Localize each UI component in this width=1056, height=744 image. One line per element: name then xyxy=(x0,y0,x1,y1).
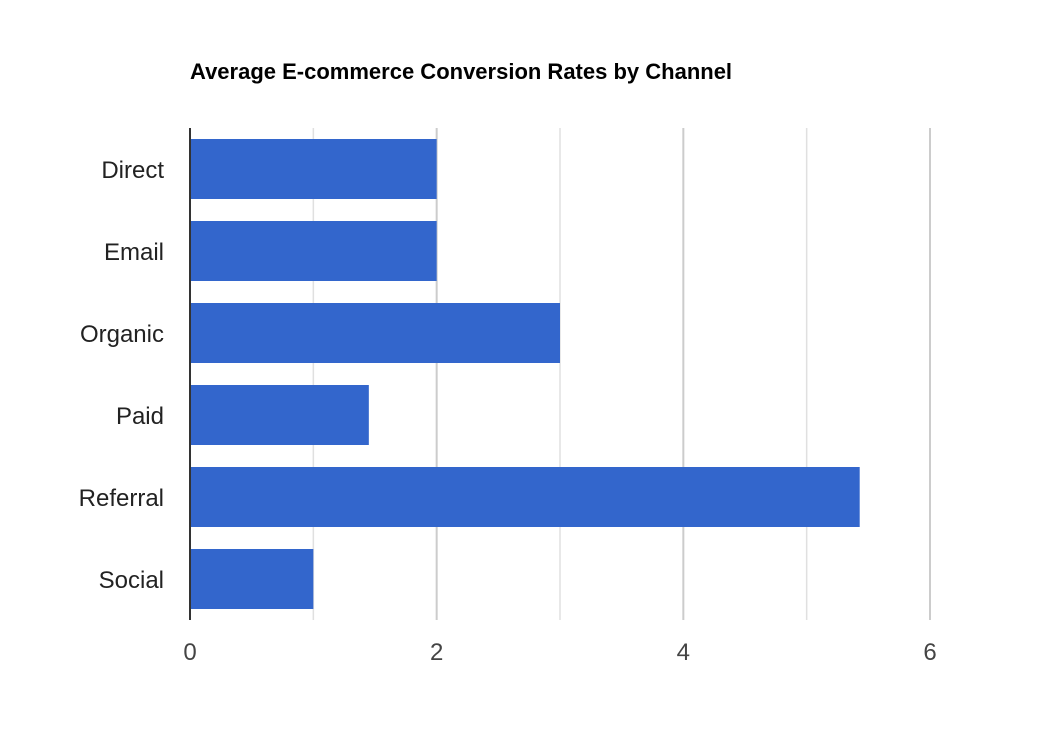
x-tick-label-2: 2 xyxy=(430,639,443,666)
x-tick-labels: 0 2 4 6 xyxy=(183,639,936,666)
category-label-paid: Paid xyxy=(116,403,164,430)
category-label-email: Email xyxy=(104,239,164,266)
bar-paid xyxy=(190,385,369,445)
x-tick-label-0: 0 xyxy=(183,639,196,666)
bar-email xyxy=(190,221,437,281)
chart-title: Average E-commerce Conversion Rates by C… xyxy=(190,59,733,84)
x-tick-label-6: 6 xyxy=(923,639,936,666)
category-label-social: Social xyxy=(99,567,164,594)
category-label-referral: Referral xyxy=(79,485,164,512)
category-labels: Direct Email Organic Paid Referral Social xyxy=(79,157,165,594)
category-label-direct: Direct xyxy=(101,157,164,184)
bar-referral xyxy=(190,467,860,527)
bars xyxy=(190,139,860,609)
x-tick-label-4: 4 xyxy=(677,639,690,666)
bar-direct xyxy=(190,139,437,199)
category-label-organic: Organic xyxy=(80,321,164,348)
gridlines xyxy=(312,128,931,620)
bar-social xyxy=(190,549,314,609)
bar-organic xyxy=(190,303,560,363)
